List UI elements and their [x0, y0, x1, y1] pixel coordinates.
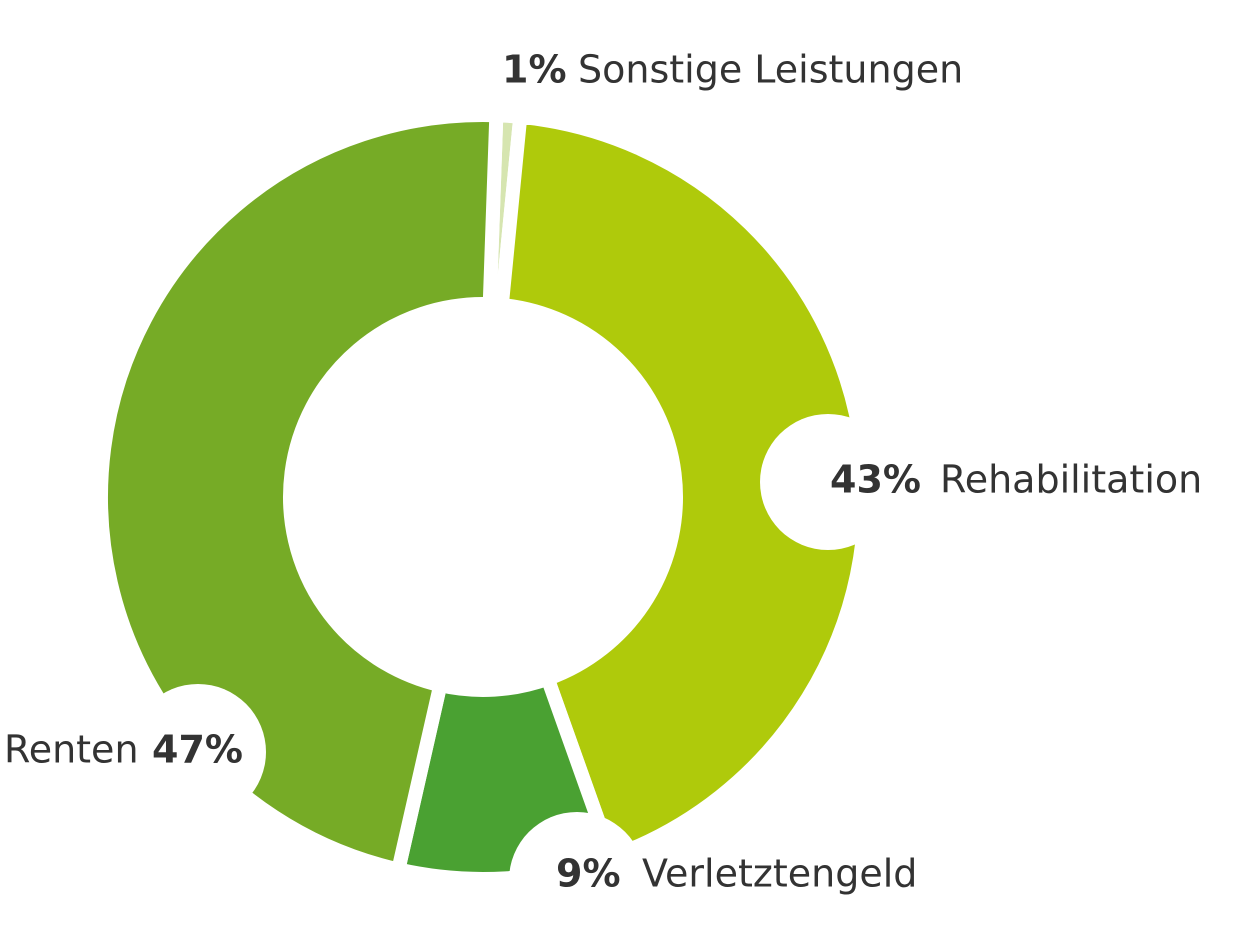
value-label: 1%	[502, 48, 567, 92]
label-cutout	[509, 812, 645, 930]
donut-slice	[94, 108, 504, 878]
donut-slice	[494, 109, 872, 866]
category-label: Sonstige Leistungen	[578, 48, 963, 92]
category-label: Renten	[4, 728, 139, 772]
category-label: Verletztengeld	[642, 852, 917, 896]
category-label: Rehabilitation	[940, 458, 1202, 502]
labels: 1% Sonstige Leistungen 43% Rehabilitation 9%…	[4, 48, 1202, 896]
label-cutout	[760, 414, 896, 550]
slices	[94, 107, 872, 886]
value-label: 47%	[152, 728, 243, 772]
label-cutout	[130, 684, 266, 820]
value-label: 9%	[556, 852, 621, 896]
value-label: 43%	[830, 458, 921, 502]
